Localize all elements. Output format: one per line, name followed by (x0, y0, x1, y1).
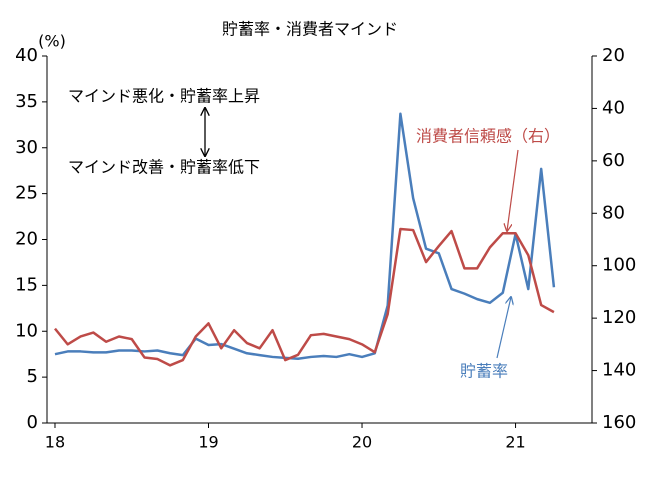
x-tick-label: 19 (198, 433, 218, 452)
y-tick-label: 20 (15, 229, 38, 250)
pointer-line (507, 149, 519, 231)
y2-tick-label: 100 (602, 255, 636, 276)
y2-tick-label: 20 (602, 45, 625, 66)
y-tick-label: 30 (15, 137, 38, 158)
annotation: マインド改善・貯蓄率低下 (68, 158, 260, 177)
y-tick-label: 15 (15, 274, 38, 295)
y2-tick-label: 40 (602, 97, 625, 118)
series-label: 貯蓄率 (460, 362, 508, 381)
y2-tick-label: 60 (602, 150, 625, 171)
series-label: 消費者信頼感（右） (416, 127, 560, 146)
y2-tick-label: 140 (602, 360, 636, 381)
y-tick-label: 25 (15, 183, 38, 204)
pointer-line (496, 297, 511, 359)
y-tick-label: 5 (27, 366, 38, 387)
series-line (54, 227, 555, 367)
annotation: マインド悪化・貯蓄率上昇 (68, 87, 260, 106)
y-unit: (%) (38, 32, 66, 51)
y-tick-label: 40 (15, 45, 38, 66)
y-tick-label: 35 (15, 91, 38, 112)
y-tick-label: 10 (15, 320, 38, 341)
series-line (54, 112, 556, 361)
x-tick-label: 18 (45, 433, 65, 452)
y2-tick-label: 80 (602, 202, 625, 223)
y2-tick-label: 120 (602, 307, 636, 328)
y-tick-label: 0 (27, 412, 38, 433)
y2-tick-label: 160 (602, 412, 636, 433)
chart-title: 貯蓄率・消費者マインド (222, 20, 398, 39)
x-tick-label: 20 (352, 433, 372, 452)
x-tick-label: 21 (505, 433, 525, 452)
